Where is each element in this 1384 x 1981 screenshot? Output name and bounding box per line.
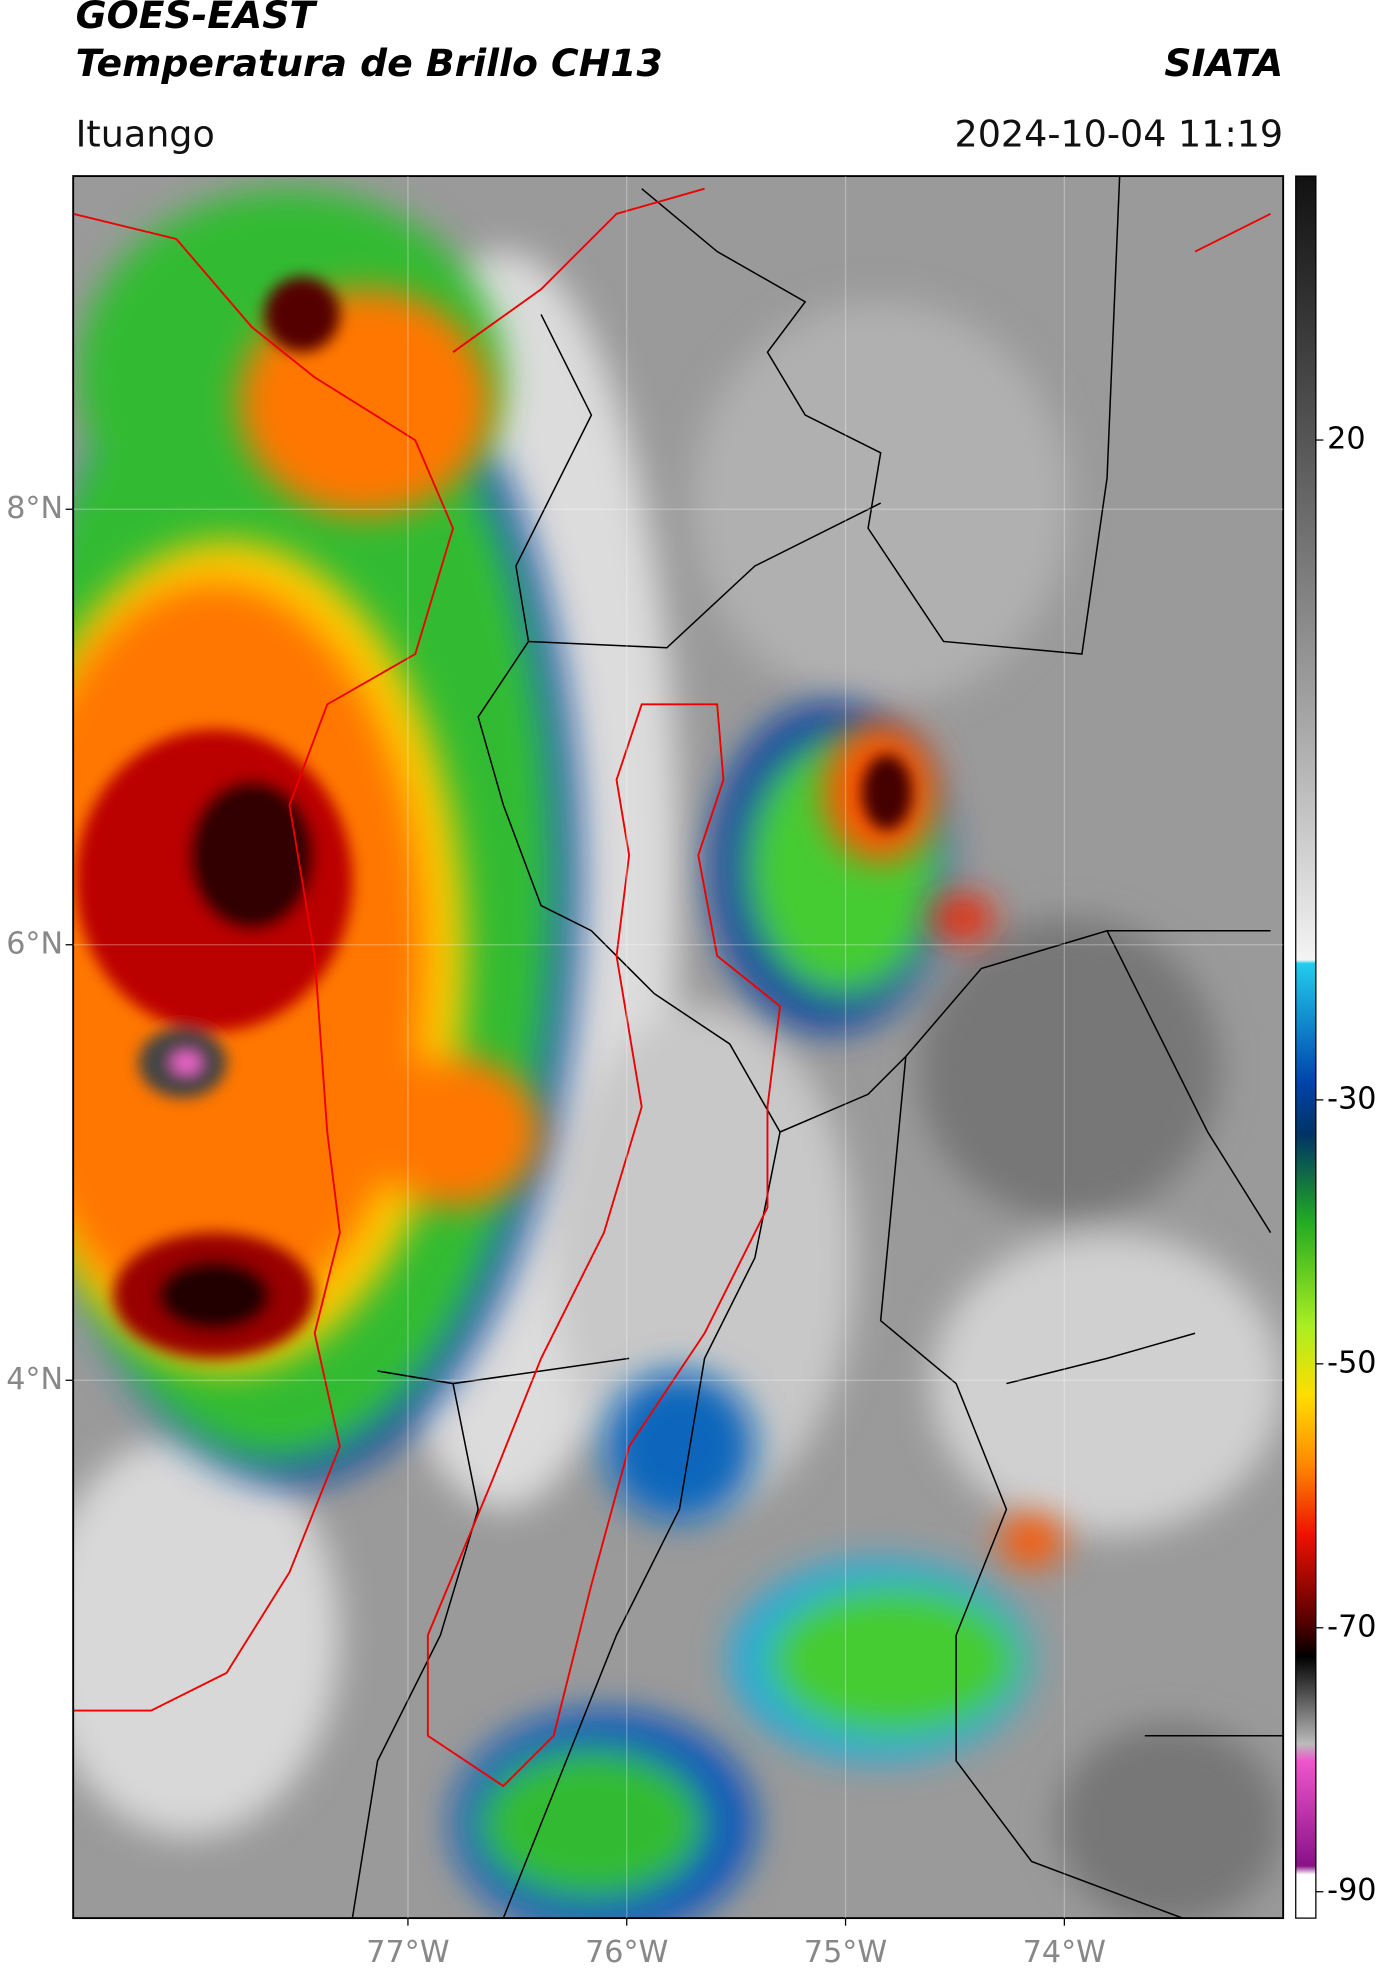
colorbar	[1295, 175, 1317, 1919]
colorbar-tick-label: -70	[1327, 1609, 1376, 1644]
lon-tick-label: 76°W	[585, 1935, 668, 1970]
colorbar-tick-label: -90	[1327, 1873, 1376, 1908]
lat-tick-label: 6°N	[6, 926, 63, 961]
colorbar-tick-label: -50	[1327, 1345, 1376, 1380]
source: SIATA	[1164, 41, 1283, 85]
colorbar-tick-label: 20	[1327, 422, 1365, 457]
lat-tick-label: 8°N	[6, 491, 63, 526]
subtitle: Temperatura de Brillo CH13	[76, 41, 663, 85]
lat-tick-label: 4°N	[6, 1362, 63, 1397]
lon-tick-label: 75°W	[804, 1935, 887, 1970]
title: GOES-EAST	[76, 0, 319, 37]
colorbar-tick-label: -30	[1327, 1081, 1376, 1116]
map-frame	[72, 175, 1285, 1920]
location: Ituango	[76, 112, 215, 155]
satellite-image	[73, 176, 1284, 1919]
lon-tick-label: 77°W	[366, 1935, 449, 1970]
lon-tick-label: 74°W	[1023, 1935, 1106, 1970]
datetime: 2024-10-04 11:19	[955, 112, 1284, 155]
